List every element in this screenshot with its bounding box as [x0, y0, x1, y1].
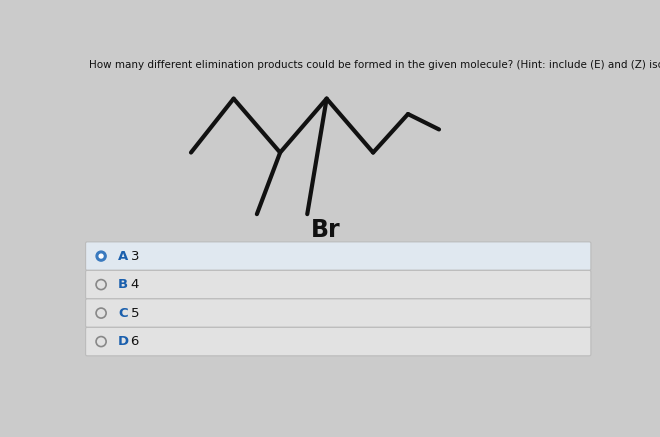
- Text: 4: 4: [131, 278, 139, 291]
- Text: 6: 6: [131, 335, 139, 348]
- Text: 5: 5: [131, 307, 139, 319]
- FancyBboxPatch shape: [86, 327, 591, 356]
- Text: How many different elimination products could be formed in the given molecule? (: How many different elimination products …: [88, 60, 660, 70]
- FancyBboxPatch shape: [86, 271, 591, 299]
- Circle shape: [99, 254, 103, 258]
- Circle shape: [96, 251, 106, 261]
- FancyBboxPatch shape: [86, 242, 591, 271]
- Text: C: C: [118, 307, 128, 319]
- Text: D: D: [118, 335, 129, 348]
- Text: A: A: [118, 250, 129, 263]
- Text: 3: 3: [131, 250, 139, 263]
- FancyBboxPatch shape: [86, 299, 591, 327]
- Text: Br: Br: [311, 218, 341, 242]
- Text: B: B: [118, 278, 128, 291]
